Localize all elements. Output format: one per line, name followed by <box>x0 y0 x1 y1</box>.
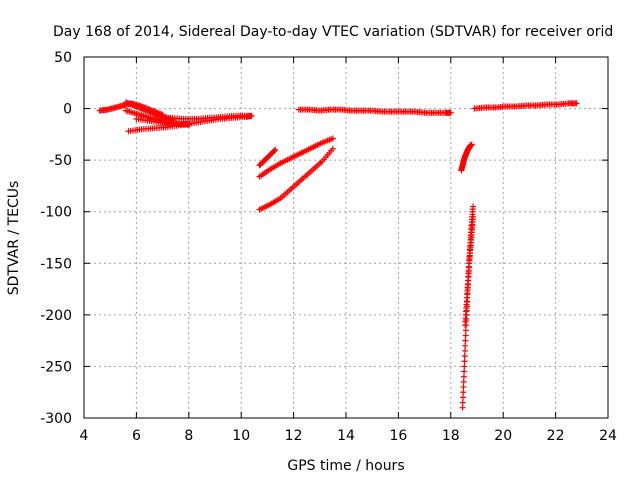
data-point <box>461 353 468 360</box>
axis-ticks: 4 6 8 10 12 14 16 18 20 22 24 50 0 -50 -100 -150 -200 -25… <box>40 50 617 444</box>
series-dip <box>458 141 475 174</box>
data-point <box>462 337 469 344</box>
data-point <box>461 363 468 370</box>
x-tick-label: 6 <box>132 428 141 444</box>
y-tick-label: -150 <box>40 256 72 272</box>
y-tick-label: -300 <box>40 411 72 427</box>
data-point <box>462 327 469 334</box>
series-morning-mid <box>154 112 253 122</box>
x-tick-label: 24 <box>599 428 617 444</box>
x-axis-label: GPS time / hours <box>287 458 404 474</box>
chart-title: Day 168 of 2014, Sidereal Day-to-day VTE… <box>53 24 613 40</box>
data-point <box>462 342 469 349</box>
x-tick-label: 20 <box>494 428 512 444</box>
data-point <box>460 378 467 385</box>
series-midday <box>295 106 454 116</box>
data-point <box>470 203 477 210</box>
data-point <box>461 358 468 365</box>
x-tick-label: 12 <box>285 428 303 444</box>
series-slope-1 <box>256 146 279 169</box>
x-tick-label: 18 <box>442 428 460 444</box>
data-points <box>96 99 580 411</box>
series-deep-dip-2 <box>462 213 477 329</box>
y-tick-label: -100 <box>40 205 72 221</box>
data-point <box>460 389 467 396</box>
x-tick-label: 16 <box>389 428 407 444</box>
data-point <box>460 373 467 380</box>
data-point <box>470 213 477 220</box>
x-tick-label: 8 <box>184 428 193 444</box>
x-tick-label: 22 <box>547 428 565 444</box>
data-point <box>462 332 469 339</box>
data-point <box>460 384 467 391</box>
data-point <box>461 347 468 354</box>
y-tick-label: -250 <box>40 359 72 375</box>
data-point <box>329 135 336 142</box>
data-point <box>468 141 475 148</box>
data-point <box>459 399 466 406</box>
series-slope-2 <box>256 135 336 180</box>
data-point <box>573 100 580 107</box>
y-tick-label: -50 <box>49 153 72 169</box>
data-point <box>447 109 454 116</box>
x-tick-label: 4 <box>80 428 89 444</box>
y-tick-label: 50 <box>54 50 72 66</box>
data-point <box>461 368 468 375</box>
x-tick-label: 10 <box>232 428 250 444</box>
series-slope-3 <box>256 145 336 213</box>
data-point <box>272 146 279 153</box>
data-point <box>329 145 336 152</box>
data-point <box>246 112 253 119</box>
series-evening <box>471 100 580 112</box>
data-point <box>459 404 466 411</box>
data-point <box>460 394 467 401</box>
x-tick-label: 14 <box>337 428 355 444</box>
y-tick-label: 0 <box>63 102 72 118</box>
y-tick-label: -200 <box>40 308 72 324</box>
data-point <box>271 147 278 154</box>
y-axis-label: SDTVAR / TECUs <box>6 181 22 296</box>
